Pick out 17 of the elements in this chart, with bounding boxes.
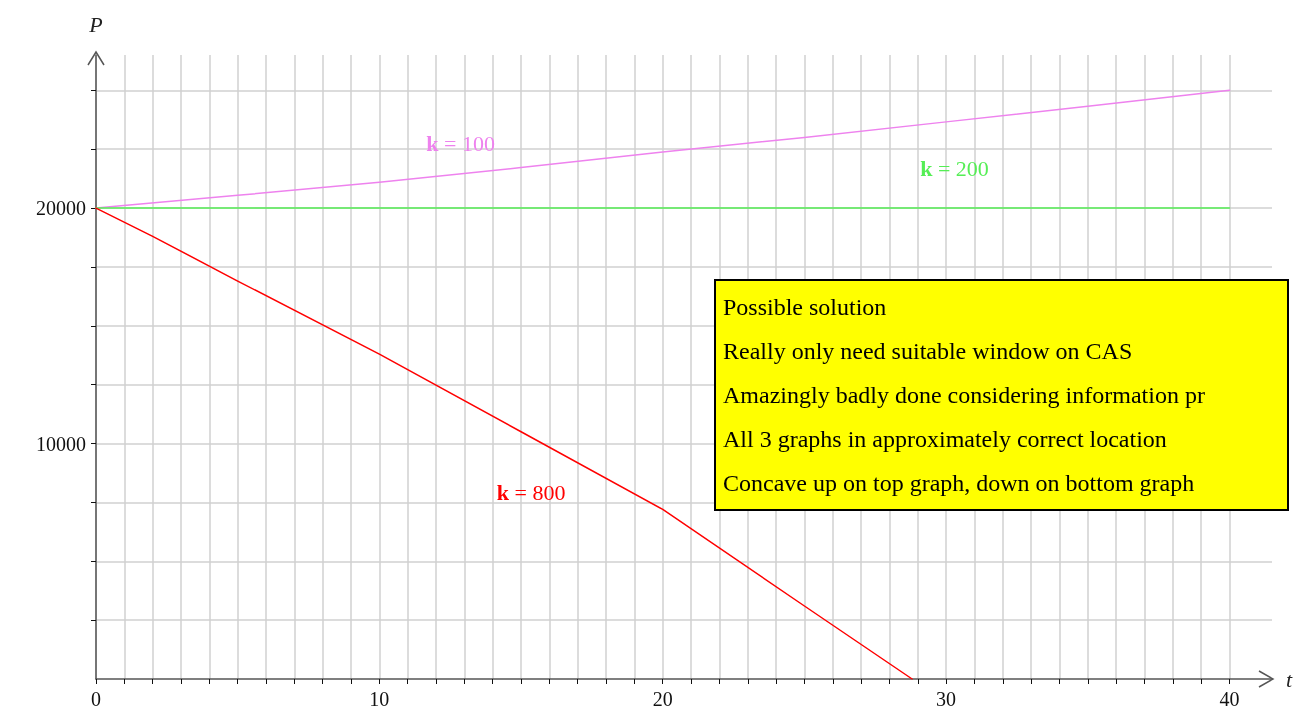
y-tick-label: 20000	[36, 197, 86, 220]
y-tick-label: 10000	[36, 432, 86, 455]
x-tick-label: 10	[369, 688, 390, 710]
x-tick-label: 0	[91, 688, 101, 710]
annotation: Concave up on top graph, down on bottom graph	[723, 469, 1196, 498]
annotation: All 3 graphs in approximately correct location	[723, 425, 1168, 454]
x-tick-label: 30	[936, 688, 957, 710]
series-label: k = 200	[920, 155, 989, 181]
series-label: k = 800	[496, 479, 566, 505]
x-tick-label: 40	[1219, 688, 1240, 710]
annotation: Possible solution	[723, 293, 888, 322]
x-tick-label: 20	[652, 688, 673, 710]
annotation: Really only need suitable window on CAS	[723, 337, 1134, 366]
y-axis-title: P	[88, 11, 103, 37]
annotation: Amazingly badly done considering information pr	[723, 381, 1206, 410]
series-label: k = 100	[426, 131, 495, 157]
x-axis-title: t	[1286, 666, 1293, 692]
